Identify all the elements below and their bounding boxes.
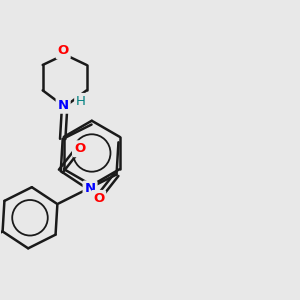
Text: O: O	[93, 192, 104, 205]
Text: N: N	[85, 182, 96, 195]
Text: O: O	[74, 142, 85, 155]
Text: N: N	[58, 99, 69, 112]
Text: H: H	[76, 95, 86, 108]
Text: O: O	[58, 44, 69, 57]
